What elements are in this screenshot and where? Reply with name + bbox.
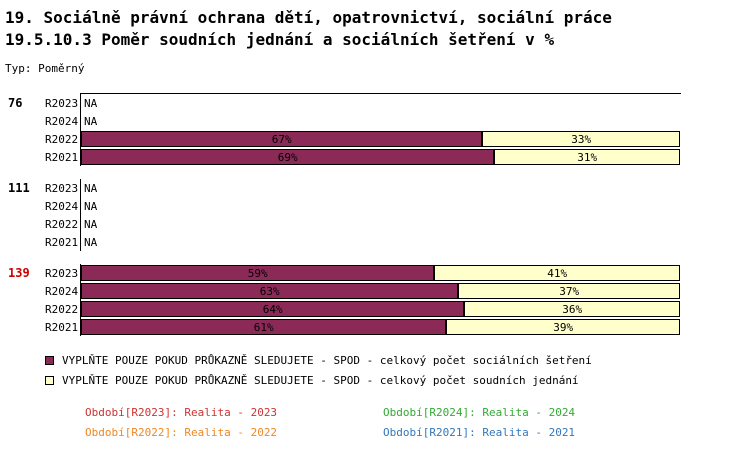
bar-track: NA xyxy=(80,179,680,197)
footer-period-entry: Období[R2024]: Realita - 2024 xyxy=(383,406,750,419)
bar-segment: 61% xyxy=(81,319,447,335)
period-label: R2021 xyxy=(45,320,79,334)
chart-row: R2021 69% 31% xyxy=(5,148,750,166)
bar-track: 61% 39% xyxy=(80,318,680,336)
chart-row: 111 R2023 NA xyxy=(5,179,750,197)
axis-top-line xyxy=(80,93,681,94)
na-label: NA xyxy=(84,235,98,249)
period-label: R2024 xyxy=(45,114,79,128)
footer-period-label: Období[R2023]: xyxy=(85,406,185,419)
bar-segment: 64% xyxy=(81,301,465,317)
legend-swatch xyxy=(45,355,54,365)
legend-label: VYPLŇTE POUZE POKUD PRŮKAZNĚ SLEDUJETE -… xyxy=(62,353,592,367)
na-label: NA xyxy=(84,96,98,110)
bar-track: NA xyxy=(80,94,680,112)
bar-track: NA xyxy=(80,215,680,233)
bar-track: NA xyxy=(80,112,680,130)
legend-item: VYPLŇTE POUZE POKUD PRŮKAZNĚ SLEDUJETE -… xyxy=(45,370,750,390)
period-label: R2022 xyxy=(45,217,79,231)
footer-period-entry: Období[R2022]: Realita - 2022 xyxy=(85,426,383,439)
na-label: NA xyxy=(84,181,98,195)
chart-page: 19. Sociálně právní ochrana dětí, opatro… xyxy=(5,8,750,439)
group-label: 76 xyxy=(8,96,23,110)
chart-row: R2021 61% 39% xyxy=(5,318,750,336)
chart-row: 139 R2023 59% 41% xyxy=(5,264,750,282)
bar-track: 59% 41% xyxy=(80,264,680,282)
bar-segment: 39% xyxy=(446,319,680,335)
chart-group: 139 R2023 59% 41% R2024 63% 37% R2022 64% 36% R202… xyxy=(5,264,750,336)
bar-segment: 36% xyxy=(464,301,680,317)
period-label: R2022 xyxy=(45,132,79,146)
period-label: R2023 xyxy=(45,266,79,280)
legend-swatch xyxy=(45,375,54,385)
footer-period-value: Realita - 2022 xyxy=(184,426,278,439)
footer-period-value: Realita - 2021 xyxy=(482,426,576,439)
chart-row: R2024 63% 37% xyxy=(5,282,750,300)
footer-period-label: Období[R2024]: xyxy=(383,406,483,419)
bar-segment: 37% xyxy=(458,283,680,299)
bar-track: NA xyxy=(80,233,680,251)
bar-track: 63% 37% xyxy=(80,282,680,300)
legend-item: VYPLŇTE POUZE POKUD PRŮKAZNĚ SLEDUJETE -… xyxy=(45,350,750,370)
chart-title-line1: 19. Sociálně právní ochrana dětí, opatro… xyxy=(5,8,612,27)
chart-row: R2022 NA xyxy=(5,215,750,233)
footer: Období[R2023]: Realita - 2023 Období[R202… xyxy=(85,406,750,439)
bar-segment: 59% xyxy=(81,265,435,281)
footer-period-entry: Období[R2021]: Realita - 2021 xyxy=(383,426,750,439)
chart-row: 76 R2023 NA xyxy=(5,94,750,112)
footer-period-label: Období[R2022]: xyxy=(85,426,185,439)
bar-track: 64% 36% xyxy=(80,300,680,318)
chart-title-line2: 19.5.10.3 Poměr soudních jednání a sociá… xyxy=(5,30,555,49)
chart-row: R2024 NA xyxy=(5,197,750,215)
chart-row: R2022 64% 36% xyxy=(5,300,750,318)
period-label: R2024 xyxy=(45,284,79,298)
chart-group: 76 R2023 NA R2024 NA R2022 67% 33% R2021 69% 31% xyxy=(5,94,750,166)
period-label: R2021 xyxy=(45,235,79,249)
na-label: NA xyxy=(84,199,98,213)
bar-segment: 69% xyxy=(81,149,495,165)
period-label: R2023 xyxy=(45,181,79,195)
bar-track: 69% 31% xyxy=(80,148,680,166)
chart-row: R2024 NA xyxy=(5,112,750,130)
period-label: R2022 xyxy=(45,302,79,316)
bar-segment: 67% xyxy=(81,131,483,147)
chart-type-label: Typ: Poměrný xyxy=(5,62,85,75)
bar-segment: 33% xyxy=(482,131,680,147)
bar-track: NA xyxy=(80,197,680,215)
footer-period-value: Realita - 2023 xyxy=(184,406,278,419)
na-label: NA xyxy=(84,114,98,128)
na-label: NA xyxy=(84,217,98,231)
chart: 76 R2023 NA R2024 NA R2022 67% 33% R2021 69% 31% 11… xyxy=(5,94,750,336)
chart-row: R2022 67% 33% xyxy=(5,130,750,148)
legend: VYPLŇTE POUZE POKUD PRŮKAZNĚ SLEDUJETE -… xyxy=(45,350,750,390)
group-label: 139 xyxy=(8,266,30,280)
footer-period-label: Období[R2021]: xyxy=(383,426,483,439)
bar-segment: 31% xyxy=(494,149,680,165)
group-label: 111 xyxy=(8,181,30,195)
period-label: R2024 xyxy=(45,199,79,213)
bar-segment: 41% xyxy=(434,265,680,281)
chart-row: R2021 NA xyxy=(5,233,750,251)
chart-group: 111 R2023 NA R2024 NA R2022 NA R2021 NA xyxy=(5,179,750,251)
footer-period-value: Realita - 2024 xyxy=(482,406,576,419)
footer-period-entry: Období[R2023]: Realita - 2023 xyxy=(85,406,383,419)
period-label: R2023 xyxy=(45,96,79,110)
legend-label: VYPLŇTE POUZE POKUD PRŮKAZNĚ SLEDUJETE -… xyxy=(62,373,579,387)
period-label: R2021 xyxy=(45,150,79,164)
bar-segment: 63% xyxy=(81,283,459,299)
bar-track: 67% 33% xyxy=(80,130,680,148)
